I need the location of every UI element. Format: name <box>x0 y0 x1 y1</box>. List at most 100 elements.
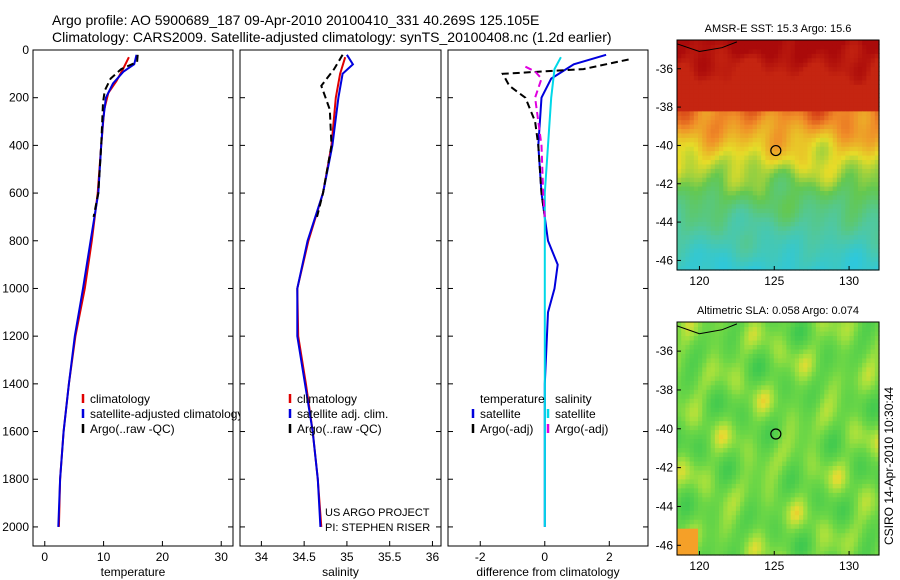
heatmap-cell <box>807 115 813 121</box>
heatmap-cell <box>799 344 804 350</box>
x-axis-label: temperature <box>101 565 166 579</box>
heatmap-cell <box>857 57 863 63</box>
heatmap-cell <box>740 225 745 231</box>
heatmap-cell <box>714 366 720 372</box>
heatmap-cell <box>786 62 792 68</box>
heatmap-cell <box>836 537 842 543</box>
heatmap-cell <box>866 110 872 116</box>
heatmap-cell <box>794 234 800 240</box>
heatmap-cell <box>769 460 775 466</box>
heatmap-cell <box>782 128 788 134</box>
heatmap-cell <box>853 550 859 556</box>
heatmap-cell <box>744 199 750 205</box>
heatmap-cell <box>731 168 737 174</box>
heatmap-cell <box>828 106 834 112</box>
heatmap-cell <box>836 168 842 174</box>
heatmap-cell <box>807 168 813 174</box>
heatmap-cell <box>836 93 842 99</box>
heatmap-cell <box>681 177 687 183</box>
heatmap-cell <box>799 371 804 377</box>
heatmap-cell <box>824 252 830 258</box>
heatmap-cell <box>778 541 783 547</box>
heatmap-cell <box>803 208 809 214</box>
heatmap-cell <box>866 212 872 218</box>
heatmap-cell <box>719 194 724 200</box>
heatmap-cell <box>769 371 775 377</box>
heatmap-cell <box>685 371 691 377</box>
heatmap-cell <box>685 212 691 218</box>
heatmap-cell <box>824 384 830 390</box>
heatmap-cell <box>836 115 842 121</box>
heatmap-cell <box>735 465 741 471</box>
heatmap-cell <box>836 407 842 413</box>
heatmap-cell <box>685 208 691 214</box>
heatmap-cell <box>849 155 855 161</box>
heatmap-cell <box>677 438 682 444</box>
heatmap-cell <box>727 528 733 534</box>
heatmap-cell <box>807 483 813 489</box>
heatmap-cell <box>870 208 876 214</box>
heatmap-cell <box>685 366 691 372</box>
heatmap-cell <box>719 79 724 85</box>
heatmap-cell <box>845 199 851 205</box>
heatmap-cell <box>853 348 859 354</box>
heatmap-cell <box>756 380 762 386</box>
heatmap-cell <box>773 93 779 99</box>
heatmap-cell <box>752 496 758 502</box>
heatmap-cell <box>769 501 775 507</box>
heatmap-cell <box>811 420 817 426</box>
heatmap-cell <box>769 141 775 147</box>
heatmap-cell <box>811 335 817 341</box>
heatmap-cell <box>820 550 825 556</box>
heatmap-cell <box>723 353 729 359</box>
heatmap-cell <box>815 168 821 174</box>
heatmap-cell <box>803 380 809 386</box>
heatmap-cell <box>740 261 745 267</box>
heatmap-cell <box>803 265 809 271</box>
heatmap-cell <box>811 124 817 130</box>
heatmap-cell <box>765 181 771 187</box>
heatmap-cell <box>685 97 691 103</box>
heatmap-cell <box>714 380 720 386</box>
heatmap-cell <box>702 137 708 143</box>
heatmap-cell <box>719 48 724 54</box>
heatmap-cell <box>752 163 758 169</box>
heatmap-cell <box>820 252 825 258</box>
heatmap-cell <box>790 132 796 138</box>
heatmap-cell <box>740 150 745 156</box>
heatmap-cell <box>862 393 867 399</box>
heatmap-cell <box>786 110 792 116</box>
heatmap-cell <box>710 247 716 253</box>
heatmap-cell <box>836 62 842 68</box>
heatmap-cell <box>731 348 737 354</box>
heatmap-cell <box>841 128 846 134</box>
heatmap-cell <box>803 106 809 112</box>
heatmap-cell <box>706 124 712 130</box>
heatmap-cell <box>681 84 687 90</box>
heatmap-cell <box>723 190 729 196</box>
heatmap-cell <box>807 546 813 552</box>
heatmap-cell <box>832 216 838 222</box>
heatmap-cell <box>710 537 716 543</box>
heatmap-cell <box>773 456 779 462</box>
heatmap-cell <box>778 128 783 134</box>
heatmap-cell <box>836 398 842 404</box>
heatmap-cell <box>765 79 771 85</box>
heatmap-cell <box>866 124 872 130</box>
heatmap-cell <box>803 44 809 50</box>
heatmap-cell <box>744 438 750 444</box>
heatmap-cell <box>714 212 720 218</box>
heatmap-cell <box>735 146 741 152</box>
heatmap-cell <box>769 84 775 90</box>
x-tick-label: 0 <box>41 550 48 564</box>
heatmap-cell <box>799 194 804 200</box>
heatmap-cell <box>836 239 842 245</box>
heatmap-cell <box>744 132 750 138</box>
heatmap-cell <box>706 546 712 552</box>
heatmap-cell <box>782 322 788 328</box>
heatmap-cell <box>803 225 809 231</box>
heatmap-cell <box>845 393 851 399</box>
heatmap-cell <box>853 159 859 165</box>
heatmap-cell <box>685 434 691 440</box>
heatmap-cell <box>820 88 825 94</box>
